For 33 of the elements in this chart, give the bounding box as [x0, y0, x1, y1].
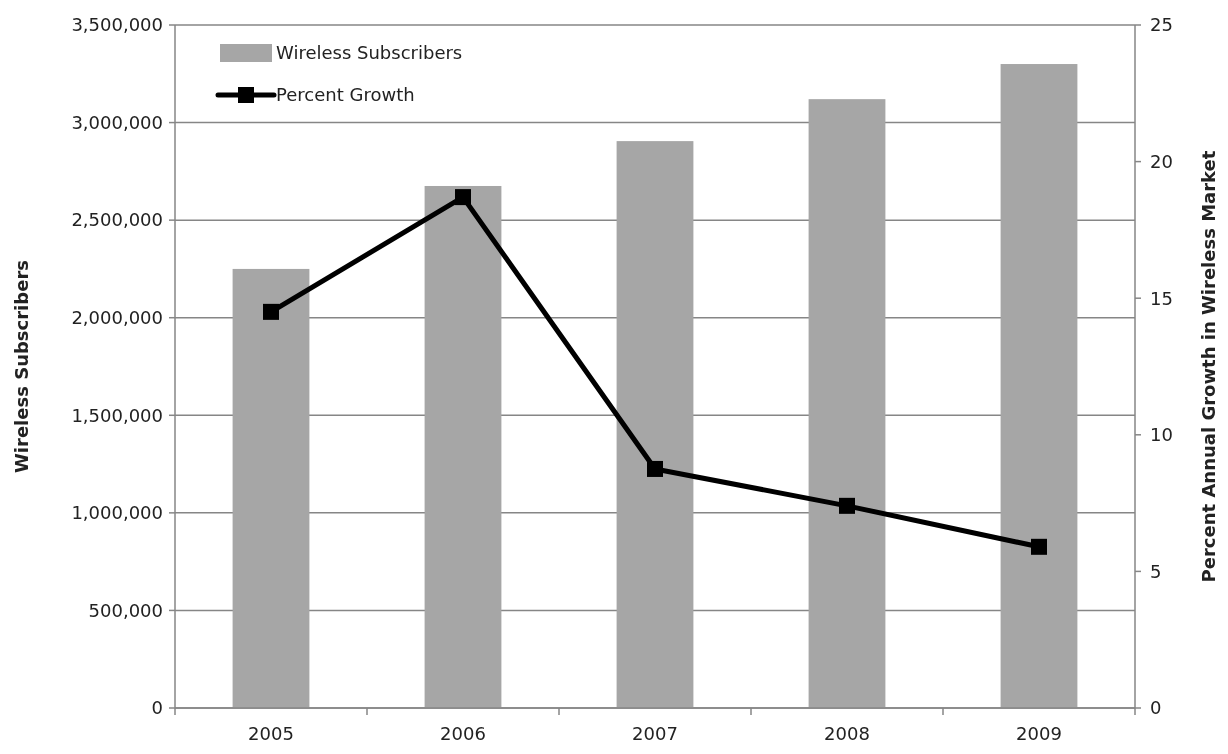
legend-label: Percent Growth	[276, 84, 415, 106]
x-tick-label: 2007	[632, 723, 678, 744]
x-tick-label: 2008	[824, 723, 870, 744]
y2-tick-label: 20	[1150, 150, 1173, 172]
point	[647, 460, 663, 477]
bar	[616, 141, 694, 708]
point	[1031, 538, 1047, 555]
bar	[232, 268, 310, 708]
point	[263, 303, 279, 320]
y2-tick-label: 0	[1150, 697, 1162, 719]
y-tick-label: 2,500,000	[71, 209, 163, 231]
y2-tick-label: 10	[1150, 424, 1173, 446]
y-tick-label: 1,500,000	[71, 404, 163, 426]
bar	[424, 185, 502, 708]
y-tick-label: 500,000	[88, 599, 163, 621]
y2-tick-label: 25	[1150, 14, 1173, 36]
y-tick-label: 0	[151, 697, 163, 719]
bar	[1000, 64, 1078, 708]
point	[455, 189, 471, 206]
y2-axis-title: Percent Annual Growth in Wireless Market	[1198, 150, 1219, 583]
bar	[808, 99, 886, 708]
y-tick-label: 2,000,000	[71, 307, 163, 329]
legend-label: Wireless Subscribers	[276, 42, 463, 64]
point	[839, 497, 855, 514]
y2-tick-label: 5	[1150, 560, 1162, 582]
y2-tick-label: 15	[1150, 287, 1173, 309]
x-tick-label: 2006	[440, 723, 486, 744]
y-tick-label: 3,500,000	[71, 14, 163, 36]
y-tick-label: 3,000,000	[71, 111, 163, 133]
y-axis-title: Wireless Subscribers	[11, 260, 32, 473]
x-tick-label: 2009	[1016, 723, 1062, 744]
x-tick-label: 2005	[248, 723, 294, 744]
y-tick-label: 1,000,000	[71, 502, 163, 524]
